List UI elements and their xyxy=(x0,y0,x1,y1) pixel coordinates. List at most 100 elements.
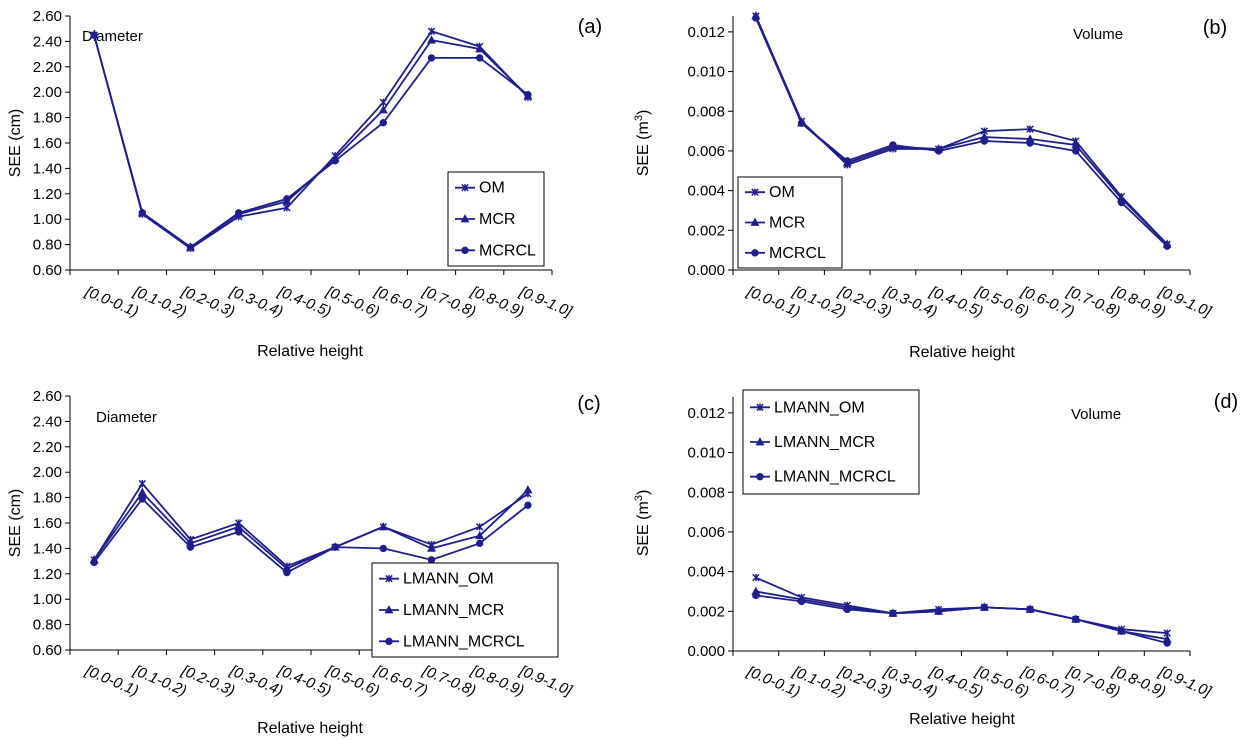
y-tick-label: 0.002 xyxy=(687,603,725,620)
data-point xyxy=(934,607,943,616)
series-line xyxy=(755,594,1168,644)
legend-label: LMANN_MCRCL xyxy=(403,633,525,650)
x-tick-label: [0.9-1.0] xyxy=(1155,663,1214,701)
data-point xyxy=(980,603,989,612)
legend-marker xyxy=(461,183,469,192)
y-tick-label: 0.002 xyxy=(687,222,725,239)
y-axis-title: SEE (m3) xyxy=(633,110,652,177)
data-point xyxy=(137,487,147,496)
legend: OM MCR MCRCL xyxy=(447,171,545,267)
x-tick-label: [0.1-0.2) xyxy=(130,662,189,700)
x-tick-label: [0.0-0.1) xyxy=(82,662,141,700)
data-point xyxy=(427,556,436,564)
data-point xyxy=(1026,605,1034,614)
series-line xyxy=(93,489,529,570)
data-point xyxy=(235,209,243,217)
y-tick-label: 1.60 xyxy=(33,515,62,532)
data-point xyxy=(1163,242,1171,250)
series-LMANN_MCR xyxy=(751,586,1172,643)
y-tick-label: 0.010 xyxy=(687,64,725,81)
legend-marker xyxy=(756,403,764,412)
y-tick-label: 0.80 xyxy=(33,617,62,634)
data-point xyxy=(379,98,388,107)
series-line xyxy=(93,482,529,568)
series-line xyxy=(93,34,529,249)
data-point xyxy=(379,544,387,553)
legend-label: LMANN_MCR xyxy=(774,434,875,451)
legend-item: MCRCL xyxy=(455,242,536,259)
data-point xyxy=(138,495,147,503)
y-axis-title: SEE (cm) xyxy=(7,109,24,177)
legend-marker xyxy=(385,637,393,646)
legend-label: OM xyxy=(769,184,795,201)
series-line xyxy=(755,590,1168,640)
data-point xyxy=(980,137,989,145)
y-tick-label: 0.60 xyxy=(33,642,62,659)
data-point xyxy=(427,27,436,35)
panel-label: (b) xyxy=(1203,17,1227,39)
y-tick-label: 1.40 xyxy=(33,540,62,557)
x-tick-label: [0.4-0.5) xyxy=(275,283,334,321)
x-tick-label: [0.8-0.9) xyxy=(467,283,526,321)
y-tick-label: 2.20 xyxy=(33,59,62,76)
data-point xyxy=(378,105,388,114)
y-tick-label: 0.80 xyxy=(33,237,62,254)
x-tick-label: [0.9-1.0] xyxy=(516,662,575,700)
data-point xyxy=(235,528,243,536)
x-axis-title: Relative height xyxy=(257,343,363,360)
legend-item: LMANN_MCRCL xyxy=(379,633,525,650)
data-point xyxy=(427,54,436,62)
y-tick-label: 1.80 xyxy=(33,490,62,507)
data-point xyxy=(475,44,485,53)
legend-label: LMANN_MCR xyxy=(403,602,504,619)
data-point xyxy=(475,530,485,540)
y-tick-label: 1.60 xyxy=(33,135,62,152)
y-tick-label: 0.008 xyxy=(687,484,725,501)
legend-item: MCR xyxy=(455,211,515,228)
data-point xyxy=(90,558,98,567)
data-point xyxy=(283,195,291,203)
y-tick-label: 2.00 xyxy=(33,84,62,101)
series-line xyxy=(755,17,1168,247)
chart-panel-4: 0.0000.0020.0040.0060.0080.0100.012[0.0-… xyxy=(633,389,1238,728)
y-tick-label: 0.000 xyxy=(687,643,725,660)
data-point xyxy=(331,157,339,165)
series-LMANN_MCRCL xyxy=(90,495,532,577)
legend-item: LMANN_OM xyxy=(379,571,494,588)
legend-marker xyxy=(461,246,469,255)
x-axis-title: Relative height xyxy=(909,344,1015,361)
y-tick-label: 1.00 xyxy=(33,591,62,608)
data-point xyxy=(797,119,806,127)
data-point xyxy=(1026,125,1034,133)
data-point xyxy=(427,543,436,552)
y-tick-label: 2.60 xyxy=(33,8,62,25)
y-tick-label: 2.60 xyxy=(33,388,62,405)
x-tick-label: [0.6-0.7) xyxy=(371,283,430,321)
data-point xyxy=(378,521,388,531)
panel-label: (d) xyxy=(1214,391,1238,413)
data-point xyxy=(138,479,147,488)
chart-panel-3: 0.60 0.80 1.00 1.20 1.40 1.60 1.80 2.00 2.20 2.40… xyxy=(7,388,601,737)
legend-label: LMANN_OM xyxy=(403,571,494,588)
y-tick-label: 2.00 xyxy=(33,464,62,481)
x-tick-label: [0.7-0.8) xyxy=(419,283,478,321)
x-tick-label: [0.0-0.1) xyxy=(82,283,141,321)
x-tick-label: [0.2-0.3) xyxy=(178,283,237,321)
y-tick-label: 0.012 xyxy=(687,405,725,422)
data-point xyxy=(476,539,484,548)
legend-marker xyxy=(751,188,759,196)
data-point xyxy=(283,568,291,577)
legend-item: LMANN_OM xyxy=(750,399,865,416)
y-tick-label: 1.20 xyxy=(33,186,62,203)
y-tick-label: 2.40 xyxy=(33,33,62,50)
data-point xyxy=(752,591,760,600)
x-tick-label: [0.5-0.6) xyxy=(323,662,382,700)
x-tick-label: [0.6-0.7) xyxy=(371,662,430,700)
data-point xyxy=(331,543,339,551)
x-tick-label: [0.1-0.2) xyxy=(130,283,189,321)
data-point xyxy=(1163,639,1171,647)
y-tick-label: 0.000 xyxy=(687,262,725,279)
data-point xyxy=(1072,615,1080,623)
data-point xyxy=(138,209,147,217)
series-MCRCL xyxy=(90,31,532,251)
